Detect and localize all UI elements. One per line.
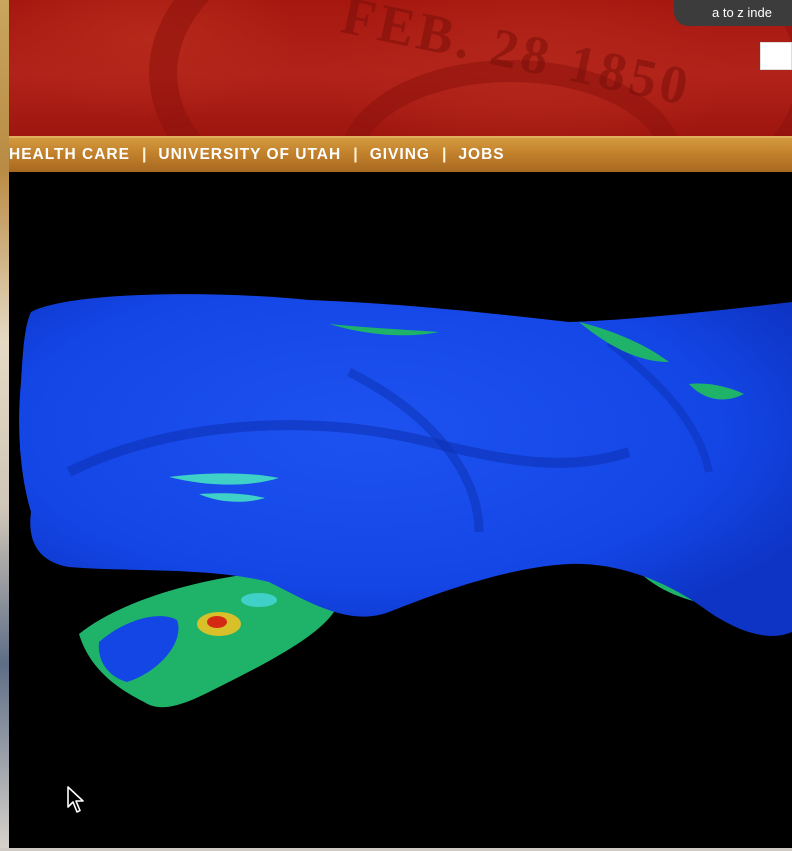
- green-highlight: [169, 473, 279, 485]
- green-highlight: [329, 324, 439, 336]
- nav-university-of-utah[interactable]: UNIVERSITY OF UTAH: [158, 146, 342, 163]
- search-input[interactable]: [760, 42, 792, 70]
- a-to-z-index-tab[interactable]: a to z inde: [674, 0, 792, 26]
- surface-fold: [346, 367, 484, 533]
- green-highlight: [579, 322, 669, 362]
- green-highlight: [689, 383, 744, 400]
- hotspot-red: [207, 616, 227, 628]
- page-bottom-edge: [0, 848, 792, 851]
- nav-separator: |: [353, 146, 358, 163]
- main-blue-surface: [19, 294, 792, 636]
- nav-jobs[interactable]: JOBS: [458, 146, 505, 163]
- 3d-model-viewer[interactable]: [9, 172, 792, 848]
- site-header: FEB. 28 1850 a to z inde: [9, 0, 792, 136]
- top-navigation: HEALTH CARE | UNIVERSITY OF UTAH | GIVIN…: [9, 136, 792, 172]
- surface-fold: [66, 420, 631, 477]
- green-highlight: [199, 493, 265, 502]
- hotspot-cyan: [241, 593, 277, 607]
- background-photo-edge: [0, 0, 9, 851]
- heart-surface-render: [19, 294, 792, 708]
- mouse-pointer-icon: [66, 785, 86, 815]
- nav-separator: |: [141, 146, 147, 163]
- nav-separator: |: [441, 146, 447, 163]
- surface-fold: [606, 338, 713, 473]
- nav-giving[interactable]: GIVING: [369, 146, 430, 163]
- lower-left-vessel-blue-patch: [98, 616, 179, 682]
- nav-health-care[interactable]: HEALTH CARE: [9, 146, 130, 163]
